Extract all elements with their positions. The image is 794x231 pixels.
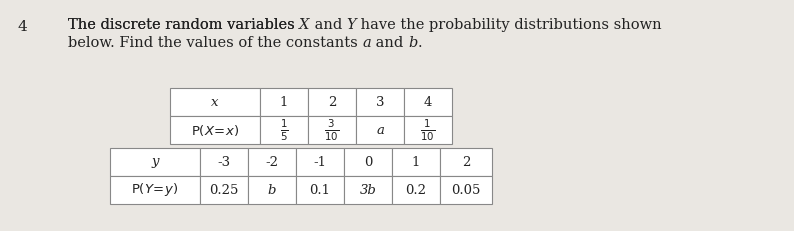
Bar [404,88,452,116]
Bar [308,116,356,144]
Text: y: y [151,155,159,168]
Text: 0.05: 0.05 [451,183,480,197]
Text: a: a [376,124,384,137]
Bar [260,116,308,144]
Text: -3: -3 [218,155,230,168]
Text: Y: Y [347,18,357,32]
Bar [200,176,248,204]
Text: The discrete random variables: The discrete random variables [68,18,299,32]
Text: .: . [418,36,422,50]
Text: $\frac{1}{10}$: $\frac{1}{10}$ [421,117,436,143]
Text: $\mathrm{P}(Y\!=\!y)$: $\mathrm{P}(Y\!=\!y)$ [132,182,179,198]
Text: 4: 4 [18,20,28,34]
Text: have the probability distributions shown: have the probability distributions shown [357,18,662,32]
Bar [356,116,404,144]
Bar [170,116,260,144]
Text: a: a [362,36,371,50]
Text: and: and [310,18,347,32]
Text: The discrete random variables: The discrete random variables [68,18,299,32]
Bar [248,148,296,176]
Text: -2: -2 [265,155,279,168]
Text: $\mathrm{P}(X\!=\!x)$: $\mathrm{P}(X\!=\!x)$ [191,122,239,137]
Bar [260,88,308,116]
Text: b: b [268,183,276,197]
Bar [110,176,200,204]
Text: $\frac{3}{10}$: $\frac{3}{10}$ [325,117,340,143]
Text: 0.2: 0.2 [406,183,426,197]
Text: 3b: 3b [360,183,376,197]
Bar [248,176,296,204]
Bar [392,148,440,176]
Text: X: X [299,18,310,32]
Text: 4: 4 [424,95,432,109]
Text: and: and [371,36,408,50]
Bar [170,88,260,116]
Text: below. Find the values of the constants: below. Find the values of the constants [68,36,362,50]
Bar [308,88,356,116]
Text: $\frac{1}{5}$: $\frac{1}{5}$ [279,117,288,143]
Text: 3: 3 [376,95,384,109]
Text: 2: 2 [462,155,470,168]
Bar [296,176,344,204]
Text: -1: -1 [314,155,326,168]
Text: 1: 1 [279,95,288,109]
Text: 0.25: 0.25 [210,183,239,197]
Bar [296,148,344,176]
Bar [344,176,392,204]
Text: 0.1: 0.1 [310,183,330,197]
Bar [200,148,248,176]
Bar [110,148,200,176]
Text: 1: 1 [412,155,420,168]
Text: 2: 2 [328,95,336,109]
Bar [392,176,440,204]
Bar [440,148,492,176]
Text: b: b [408,36,418,50]
Bar [440,176,492,204]
Text: 0: 0 [364,155,372,168]
Text: x: x [211,95,219,109]
Bar [344,148,392,176]
Bar [356,88,404,116]
Bar [404,116,452,144]
